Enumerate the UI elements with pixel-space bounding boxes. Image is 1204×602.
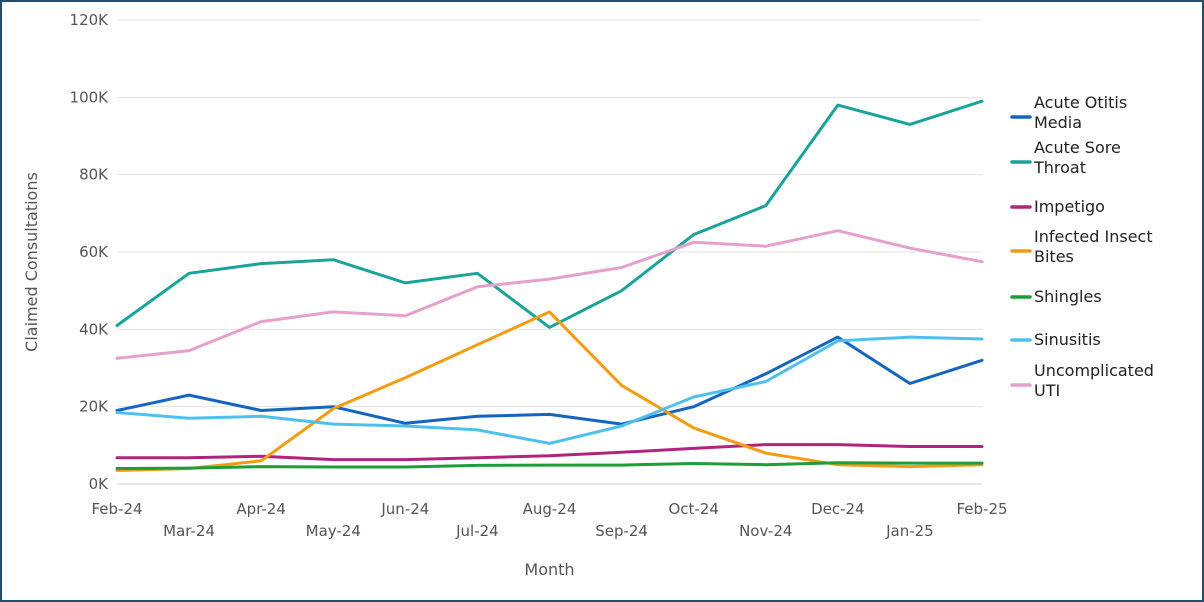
x-tick-label: Jul-24 <box>455 522 499 540</box>
x-tick-label: Oct-24 <box>668 500 718 518</box>
y-tick-label: 120K <box>70 11 110 29</box>
legend-label-infected-insect-bites[interactable]: Infected Insect <box>1034 227 1153 246</box>
x-tick-label: Aug-24 <box>523 500 577 518</box>
x-tick-label: Feb-24 <box>91 500 142 518</box>
y-tick-label: 80K <box>79 166 109 184</box>
x-tick-label: Nov-24 <box>739 522 792 540</box>
y-tick-label: 0K <box>89 475 110 493</box>
x-tick-label: Sep-24 <box>595 522 648 540</box>
y-tick-label: 100K <box>70 88 110 106</box>
x-tick-label: Mar-24 <box>163 522 215 540</box>
series-line-shingles <box>115 461 984 470</box>
x-tick-label: Jun-24 <box>380 500 429 518</box>
x-tick-label: Dec-24 <box>811 500 865 518</box>
series-line-sinusitis <box>115 335 984 445</box>
y-tick-label: 40K <box>79 320 109 338</box>
legend-label-acute-sore-throat[interactable]: Throat <box>1033 158 1086 177</box>
x-tick-label: Jan-25 <box>885 522 934 540</box>
x-axis-title: Month <box>524 560 574 579</box>
x-tick-label: May-24 <box>306 522 361 540</box>
legend-label-sinusitis[interactable]: Sinusitis <box>1034 330 1101 349</box>
series-line-acute-sore-throat <box>115 99 984 329</box>
y-axis-title: Claimed Consultations <box>22 172 41 352</box>
series-line-uncomplicated-uti <box>115 229 984 360</box>
legend-label-acute-sore-throat[interactable]: Acute Sore <box>1034 138 1121 157</box>
y-tick-label: 20K <box>79 398 109 416</box>
y-tick-label: 60K <box>79 243 109 261</box>
series-line-acute-otitis-media <box>115 335 984 426</box>
legend-label-acute-otitis-media[interactable]: Media <box>1034 113 1082 132</box>
series-line-infected-insect-bites <box>115 310 984 472</box>
legend-label-shingles[interactable]: Shingles <box>1034 287 1102 306</box>
legend-label-acute-otitis-media[interactable]: Acute Otitis <box>1034 93 1127 112</box>
legend-label-infected-insect-bites[interactable]: Bites <box>1034 247 1074 266</box>
legend-label-uncomplicated-uti[interactable]: UTI <box>1034 381 1060 400</box>
x-tick-label: Feb-25 <box>956 500 1007 518</box>
legend-label-uncomplicated-uti[interactable]: Uncomplicated <box>1034 361 1154 380</box>
x-tick-label: Apr-24 <box>236 500 286 518</box>
series-line-impetigo <box>115 443 984 462</box>
legend-label-impetigo[interactable]: Impetigo <box>1034 197 1105 216</box>
